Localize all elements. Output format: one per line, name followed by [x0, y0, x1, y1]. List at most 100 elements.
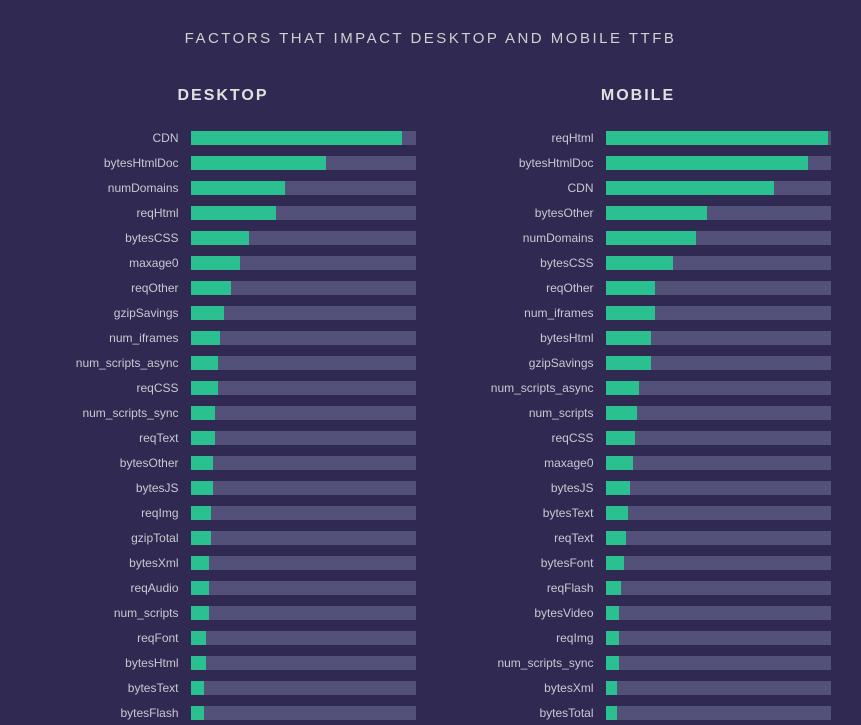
bar-fill — [606, 456, 633, 470]
bar-track — [606, 681, 831, 695]
bar-track — [606, 156, 831, 170]
bar-row: gzipSavings — [446, 350, 831, 375]
bar-track — [606, 281, 831, 295]
bar-label: reqFont — [31, 631, 191, 645]
bar-track — [606, 531, 831, 545]
bar-track — [606, 206, 831, 220]
bar-row: reqHtml — [31, 200, 416, 225]
bar-track — [191, 306, 416, 320]
bar-row: bytesXml — [446, 675, 831, 700]
bar-fill — [606, 556, 624, 570]
bar-fill — [191, 706, 205, 720]
bar-label: gzipSavings — [446, 356, 606, 370]
bar-track — [191, 281, 416, 295]
bar-label: bytesHtmlDoc — [31, 156, 191, 170]
bar-fill — [606, 181, 775, 195]
bar-label: CDN — [446, 181, 606, 195]
bar-fill — [606, 256, 674, 270]
bar-row: reqAudio — [31, 575, 416, 600]
bar-label: reqCSS — [31, 381, 191, 395]
bar-track — [606, 631, 831, 645]
bar-label: bytesHtml — [446, 331, 606, 345]
bar-track — [191, 581, 416, 595]
bar-fill — [191, 256, 241, 270]
bar-label: num_scripts — [446, 406, 606, 420]
bar-row: reqText — [446, 525, 831, 550]
bar-row: numDomains — [31, 175, 416, 200]
bar-fill — [191, 431, 216, 445]
bar-track — [606, 381, 831, 395]
bar-row: bytesText — [446, 500, 831, 525]
bar-label: bytesText — [446, 506, 606, 520]
bar-label: num_scripts_sync — [446, 656, 606, 670]
bar-label: reqFlash — [446, 581, 606, 595]
bar-label: reqImg — [31, 506, 191, 520]
bar-track — [191, 381, 416, 395]
bar-track — [191, 431, 416, 445]
bar-row: bytesFont — [446, 550, 831, 575]
charts-wrapper: DESKTOPCDNbytesHtmlDocnumDomainsreqHtmlb… — [0, 87, 861, 725]
bar-row: bytesHtml — [446, 325, 831, 350]
bar-row: bytesCSS — [31, 225, 416, 250]
chart-mobile: MOBILEreqHtmlbytesHtmlDocCDNbytesOthernu… — [446, 87, 831, 725]
bar-row: gzipTotal — [31, 525, 416, 550]
bar-row: num_scripts_async — [31, 350, 416, 375]
bar-row: num_scripts — [31, 600, 416, 625]
bar-fill — [606, 206, 707, 220]
bar-fill — [606, 406, 638, 420]
bar-row: reqImg — [446, 625, 831, 650]
bar-label: maxage0 — [31, 256, 191, 270]
bar-row: bytesOther — [31, 450, 416, 475]
bar-fill — [606, 631, 620, 645]
bar-label: bytesCSS — [31, 231, 191, 245]
bar-track — [606, 331, 831, 345]
chart-title: DESKTOP — [31, 87, 416, 105]
bar-row: reqFlash — [446, 575, 831, 600]
bar-label: num_scripts — [31, 606, 191, 620]
bar-fill — [191, 331, 220, 345]
bar-label: gzipSavings — [31, 306, 191, 320]
bar-label: bytesHtml — [31, 656, 191, 670]
bar-track — [191, 706, 416, 720]
bar-label: bytesXml — [31, 556, 191, 570]
bar-label: maxage0 — [446, 456, 606, 470]
bar-fill — [191, 631, 207, 645]
bar-fill — [606, 706, 617, 720]
bar-label: numDomains — [31, 181, 191, 195]
bars-group: reqHtmlbytesHtmlDocCDNbytesOthernumDomai… — [446, 125, 831, 725]
bar-label: gzipTotal — [31, 531, 191, 545]
bar-fill — [606, 581, 622, 595]
bar-track — [191, 231, 416, 245]
bar-track — [606, 131, 831, 145]
bar-track — [606, 231, 831, 245]
bar-fill — [191, 456, 214, 470]
bar-label: reqAudio — [31, 581, 191, 595]
bar-label: bytesFlash — [31, 706, 191, 720]
bar-track — [606, 181, 831, 195]
bar-track — [191, 456, 416, 470]
bar-row: maxage0 — [31, 250, 416, 275]
bar-row: num_iframes — [446, 300, 831, 325]
bar-label: bytesXml — [446, 681, 606, 695]
bar-row: num_scripts_async — [446, 375, 831, 400]
bar-row: bytesHtmlDoc — [446, 150, 831, 175]
bar-fill — [191, 531, 211, 545]
bar-label: num_iframes — [31, 331, 191, 345]
bar-track — [191, 606, 416, 620]
bar-track — [606, 456, 831, 470]
bar-row: reqOther — [446, 275, 831, 300]
bar-track — [191, 406, 416, 420]
bar-track — [191, 656, 416, 670]
bar-track — [191, 181, 416, 195]
bar-track — [191, 331, 416, 345]
main-title: FACTORS THAT IMPACT DESKTOP AND MOBILE T… — [0, 30, 861, 47]
bar-track — [606, 481, 831, 495]
bar-row: bytesXml — [31, 550, 416, 575]
chart-desktop: DESKTOPCDNbytesHtmlDocnumDomainsreqHtmlb… — [31, 87, 416, 725]
bar-label: num_iframes — [446, 306, 606, 320]
bar-track — [191, 531, 416, 545]
bar-fill — [606, 156, 809, 170]
bar-row: reqHtml — [446, 125, 831, 150]
bar-track — [606, 556, 831, 570]
bar-label: num_scripts_sync — [31, 406, 191, 420]
